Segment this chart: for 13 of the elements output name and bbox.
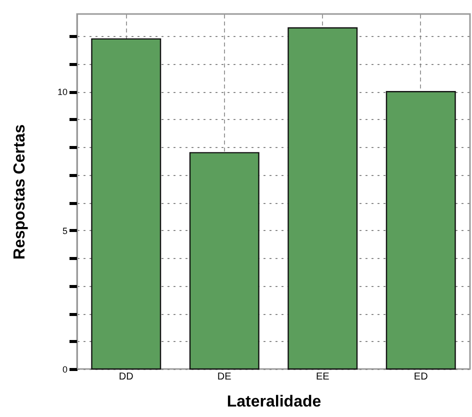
y-tick-label: 10 [57,87,68,98]
bar [386,91,456,370]
y-axis-title: Respostas Certas [11,124,28,260]
x-tick-label: DD [118,372,134,382]
x-tick-label: DE [217,372,232,382]
y-tick-label: 5 [62,226,68,236]
x-tick-label: EE [316,372,330,382]
x-axis-title: Lateralidade [226,394,322,410]
bar [288,27,358,370]
x-tick-label: ED [414,372,428,382]
bar [91,38,162,370]
bar [189,152,260,370]
y-tick-label: 0 [62,364,68,374]
